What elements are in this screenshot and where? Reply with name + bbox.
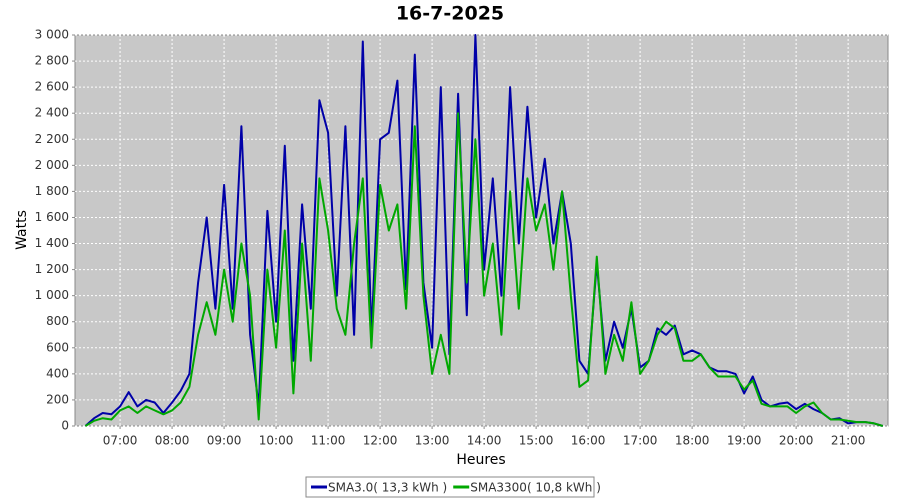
y-tick-label: 600 bbox=[46, 340, 69, 354]
x-tick-label: 14:00 bbox=[467, 434, 502, 448]
x-tick-label: 09:00 bbox=[207, 434, 242, 448]
x-tick-label: 12:00 bbox=[363, 434, 398, 448]
x-tick-label: 11:00 bbox=[311, 434, 346, 448]
x-tick-label: 19:00 bbox=[727, 434, 762, 448]
chart-title: 16-7-2025 bbox=[396, 3, 504, 25]
y-tick-label: 1 200 bbox=[35, 262, 69, 276]
plot-area bbox=[74, 34, 889, 427]
y-tick-label: 0 bbox=[61, 419, 69, 433]
y-tick-label: 2 800 bbox=[35, 54, 69, 68]
y-tick-label: 2 400 bbox=[35, 106, 69, 120]
series-line bbox=[84, 112, 884, 427]
y-axis-label: Watts bbox=[14, 210, 30, 250]
x-tick-label: 08:00 bbox=[155, 434, 190, 448]
x-tick-label: 20:00 bbox=[779, 434, 814, 448]
legend-label: SMA3.0( 13,3 kWh ) bbox=[328, 481, 447, 495]
y-tick-label: 1 600 bbox=[35, 210, 69, 224]
x-tick-label: 21:00 bbox=[831, 434, 866, 448]
legend bbox=[305, 476, 595, 498]
x-tick-label: 15:00 bbox=[519, 434, 554, 448]
y-tick-label: 2 600 bbox=[35, 80, 69, 94]
y-tick-label: 3 000 bbox=[35, 28, 69, 42]
legend-label: SMA3300( 10,8 kWh ) bbox=[470, 481, 601, 495]
y-tick-label: 2 200 bbox=[35, 132, 69, 146]
y-tick-label: 200 bbox=[46, 392, 69, 406]
x-tick-label: 10:00 bbox=[259, 434, 294, 448]
x-tick-label: 18:00 bbox=[675, 434, 710, 448]
x-axis-label: Heures bbox=[456, 452, 505, 468]
x-tick-label: 13:00 bbox=[415, 434, 450, 448]
x-tick-label: 07:00 bbox=[103, 434, 138, 448]
x-tick-label: 17:00 bbox=[623, 434, 658, 448]
y-tick-label: 2 000 bbox=[35, 158, 69, 172]
y-tick-label: 1 800 bbox=[35, 184, 69, 198]
y-tick-label: 400 bbox=[46, 366, 69, 380]
x-tick-label: 16:00 bbox=[571, 434, 606, 448]
y-tick-label: 800 bbox=[46, 314, 69, 328]
y-tick-label: 1 000 bbox=[35, 288, 69, 302]
y-tick-label: 1 400 bbox=[35, 236, 69, 250]
